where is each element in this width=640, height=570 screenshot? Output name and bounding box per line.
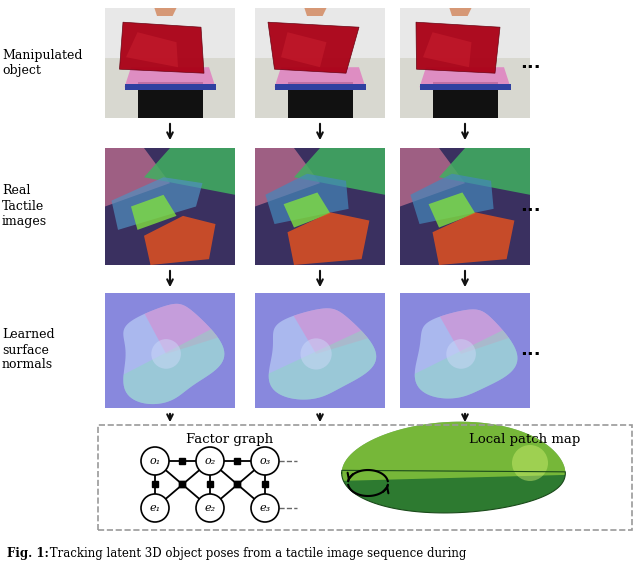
Text: Local patch map: Local patch map <box>469 433 580 446</box>
Text: Learned
surface
normals: Learned surface normals <box>2 328 54 372</box>
Bar <box>262 481 268 487</box>
Text: ...: ... <box>520 341 540 359</box>
Bar <box>105 8 235 58</box>
Text: e₁: e₁ <box>149 503 161 513</box>
Polygon shape <box>269 308 376 400</box>
Bar <box>138 82 202 118</box>
Bar <box>255 8 385 118</box>
Bar <box>419 84 511 90</box>
Text: o₁: o₁ <box>149 456 161 466</box>
Circle shape <box>141 494 169 522</box>
Bar <box>234 481 240 487</box>
Polygon shape <box>410 174 493 224</box>
Polygon shape <box>275 67 365 87</box>
Circle shape <box>251 494 279 522</box>
Polygon shape <box>124 329 225 404</box>
Polygon shape <box>400 148 465 206</box>
Polygon shape <box>294 308 368 354</box>
Polygon shape <box>111 177 202 230</box>
Bar <box>400 293 530 408</box>
Bar <box>287 82 353 118</box>
Text: Real
Tactile
images: Real Tactile images <box>2 185 47 227</box>
Polygon shape <box>266 174 349 224</box>
Bar <box>255 293 385 408</box>
Polygon shape <box>415 330 518 398</box>
Bar <box>125 84 216 90</box>
Polygon shape <box>439 148 530 195</box>
Polygon shape <box>144 148 235 195</box>
Circle shape <box>512 445 548 481</box>
Bar <box>105 148 235 265</box>
Bar <box>433 82 497 118</box>
Text: e₃: e₃ <box>259 503 271 513</box>
Bar <box>179 481 185 487</box>
Polygon shape <box>105 148 170 206</box>
Polygon shape <box>120 22 204 73</box>
Polygon shape <box>342 422 565 481</box>
Polygon shape <box>154 8 177 16</box>
Polygon shape <box>433 213 515 265</box>
Circle shape <box>141 447 169 475</box>
Circle shape <box>251 447 279 475</box>
Polygon shape <box>126 32 178 67</box>
Circle shape <box>151 339 181 369</box>
Text: o₃: o₃ <box>259 456 271 466</box>
Text: Factor graph: Factor graph <box>186 433 273 446</box>
Polygon shape <box>429 193 476 227</box>
Polygon shape <box>145 304 218 354</box>
Circle shape <box>196 447 224 475</box>
Bar <box>105 8 235 118</box>
Polygon shape <box>131 195 177 230</box>
Bar <box>152 481 158 487</box>
Polygon shape <box>440 310 509 354</box>
Text: Fig. 1:: Fig. 1: <box>7 547 49 560</box>
Polygon shape <box>284 193 330 227</box>
Polygon shape <box>416 22 500 73</box>
Polygon shape <box>268 22 359 73</box>
Polygon shape <box>294 148 385 195</box>
Bar <box>105 293 235 408</box>
Polygon shape <box>342 422 565 513</box>
Text: Manipulated
object: Manipulated object <box>2 49 83 77</box>
Text: ...: ... <box>520 197 540 215</box>
Bar <box>275 84 365 90</box>
Polygon shape <box>305 8 326 16</box>
Bar <box>179 481 185 487</box>
Polygon shape <box>144 216 216 265</box>
Text: Tracking latent 3D object poses from a tactile image sequence during: Tracking latent 3D object poses from a t… <box>46 547 467 560</box>
Circle shape <box>446 339 476 369</box>
Polygon shape <box>125 67 216 87</box>
Circle shape <box>301 339 332 369</box>
Polygon shape <box>124 304 225 404</box>
Bar <box>400 8 530 58</box>
Polygon shape <box>423 32 472 67</box>
Polygon shape <box>255 148 320 206</box>
Polygon shape <box>281 32 326 67</box>
Bar <box>400 8 530 118</box>
Polygon shape <box>287 213 369 265</box>
Text: ...: ... <box>520 54 540 72</box>
Polygon shape <box>419 67 511 87</box>
Bar <box>234 458 240 464</box>
Bar <box>207 481 213 487</box>
Polygon shape <box>449 8 472 16</box>
Polygon shape <box>269 331 376 400</box>
Bar <box>400 148 530 265</box>
Polygon shape <box>415 310 518 398</box>
Bar <box>255 148 385 265</box>
Bar <box>234 481 240 487</box>
Bar <box>98 425 632 530</box>
Bar <box>255 8 385 58</box>
Circle shape <box>196 494 224 522</box>
Text: o₂: o₂ <box>204 456 216 466</box>
Bar <box>179 458 185 464</box>
Text: e₂: e₂ <box>204 503 216 513</box>
